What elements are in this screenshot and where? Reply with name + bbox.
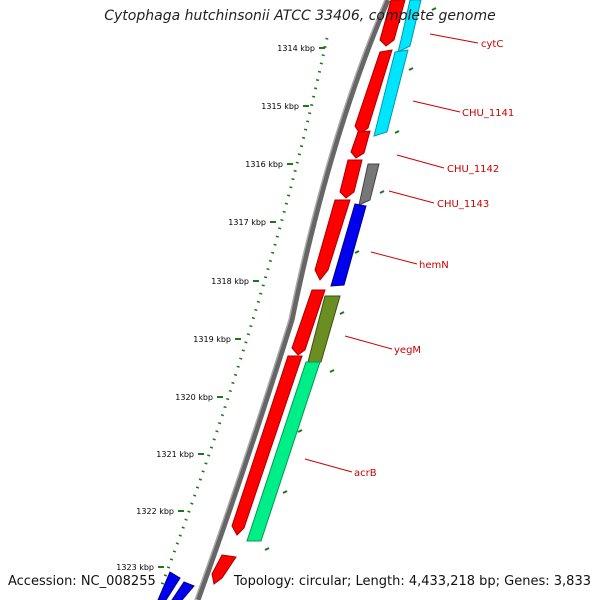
cds-bottom-blue-1 bbox=[157, 571, 181, 600]
tick-label-1322: 1322 kbp bbox=[136, 507, 174, 516]
gene-label-yegM: yegM bbox=[394, 345, 421, 356]
gene-label-hemN: hemN bbox=[419, 260, 449, 271]
gene-label-CHU_1143: CHU_1143 bbox=[437, 199, 489, 210]
tick-label-1314: 1314 kbp bbox=[277, 44, 315, 53]
cds-CHU_1143 bbox=[358, 163, 380, 206]
cds-forward-3 bbox=[350, 130, 371, 159]
cds-hemN bbox=[330, 203, 367, 287]
gene-label-acrB: acrB bbox=[354, 468, 377, 479]
gene-labels: cytC CHU_1141 CHU_1142 CHU_1143 hemN yeg… bbox=[304, 33, 514, 479]
tick-label-1320: 1320 kbp bbox=[175, 393, 213, 402]
genome-backbone-highlight bbox=[194, 0, 386, 600]
gene-label-CHU_1142: CHU_1142 bbox=[447, 164, 499, 175]
kbp-ticks: 1314 kbp 1315 kbp 1316 kbp 1317 kbp 1318… bbox=[116, 44, 325, 572]
tick-label-1319: 1319 kbp bbox=[193, 335, 231, 344]
cds-yegM bbox=[307, 295, 341, 363]
cds-forward-6 bbox=[291, 289, 326, 356]
cds-forward-8 bbox=[211, 554, 237, 585]
tick-label-1323: 1323 kbp bbox=[116, 563, 154, 572]
forward-cds-track bbox=[211, 0, 406, 585]
cds-acrB bbox=[246, 361, 321, 542]
cds-cytC bbox=[397, 0, 422, 53]
outer-cds-track bbox=[157, 0, 422, 600]
cds-forward-1 bbox=[379, 0, 406, 47]
topology-text: Topology: circular; Length: 4,433,218 bp… bbox=[233, 574, 591, 589]
cds-bottom-blue-2 bbox=[171, 581, 195, 600]
cds-CHU_1141 bbox=[373, 49, 409, 137]
map-title: Cytophaga hutchinsonii ATCC 33406, compl… bbox=[104, 8, 496, 24]
cds-forward-7 bbox=[231, 355, 303, 536]
cds-forward-5 bbox=[314, 199, 351, 281]
tick-label-1318: 1318 kbp bbox=[211, 277, 249, 286]
tick-label-1321: 1321 kbp bbox=[156, 450, 194, 459]
tick-label-1315: 1315 kbp bbox=[261, 102, 299, 111]
tick-label-1317: 1317 kbp bbox=[228, 218, 266, 227]
accession-text: Accession: NC_008255 bbox=[8, 574, 156, 589]
gene-label-CHU_1141: CHU_1141 bbox=[462, 108, 514, 119]
tick-label-1316: 1316 kbp bbox=[245, 160, 283, 169]
gene-label-cytC: cytC bbox=[481, 39, 503, 50]
genome-backbone bbox=[195, 0, 391, 600]
outer-ticks bbox=[264, 7, 437, 551]
cds-forward-4 bbox=[339, 159, 363, 199]
